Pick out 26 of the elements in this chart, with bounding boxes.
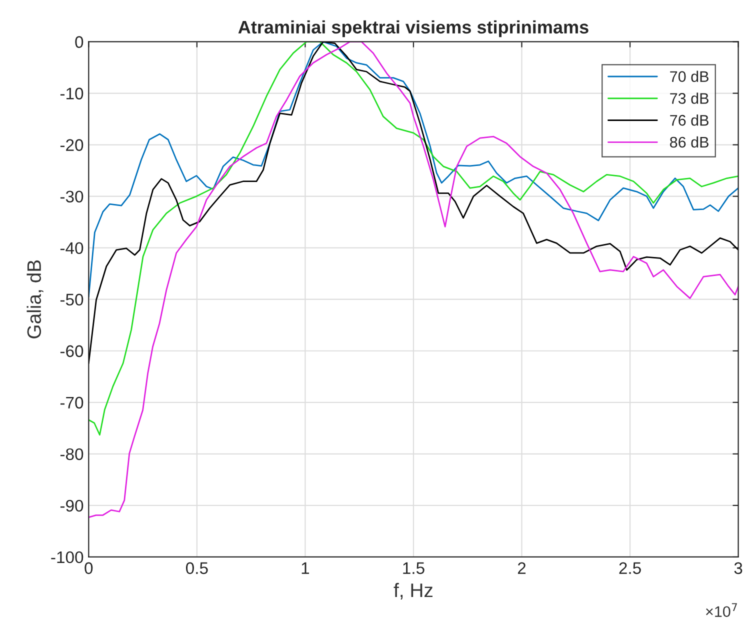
y-tick-label: -90 bbox=[60, 500, 84, 512]
y-tick-label: -70 bbox=[60, 396, 84, 409]
x-tick-label: 1.5 bbox=[403, 562, 424, 574]
y-tick-label: -100 bbox=[51, 551, 84, 564]
x-tick-label: 0 bbox=[84, 562, 93, 574]
y-tick-label: 0 bbox=[75, 36, 84, 48]
y-tick-label: -10 bbox=[60, 88, 84, 100]
y-tick-label: -60 bbox=[60, 345, 84, 358]
y-tick-label: -20 bbox=[60, 139, 84, 151]
legend-label: 86 dB bbox=[670, 136, 708, 148]
text: ×10$^{7}$ bbox=[706, 603, 737, 618]
chart-title: Atraminiai spektrai visiems stiprinimams bbox=[238, 20, 588, 38]
x-tick-label: 3 bbox=[734, 562, 742, 574]
x-tick-label: 1 bbox=[302, 562, 310, 574]
legend-label: 76 dB bbox=[670, 114, 708, 126]
x-tick-label: 2.5 bbox=[619, 562, 641, 574]
x-tick-label: 0.5 bbox=[186, 562, 208, 574]
y-tick-label: -40 bbox=[60, 242, 84, 254]
y-tick-label: -80 bbox=[60, 448, 84, 460]
legend-label: 73 dB bbox=[670, 92, 708, 104]
y-axis-title: Galia, dB bbox=[26, 260, 44, 338]
x-tick-label: 2 bbox=[518, 562, 526, 574]
x-axis-title: f, Hz bbox=[394, 582, 432, 600]
legend-label: 70 dB bbox=[670, 70, 708, 82]
y-tick-label: -50 bbox=[60, 294, 84, 306]
y-tick-label: -30 bbox=[60, 190, 84, 203]
